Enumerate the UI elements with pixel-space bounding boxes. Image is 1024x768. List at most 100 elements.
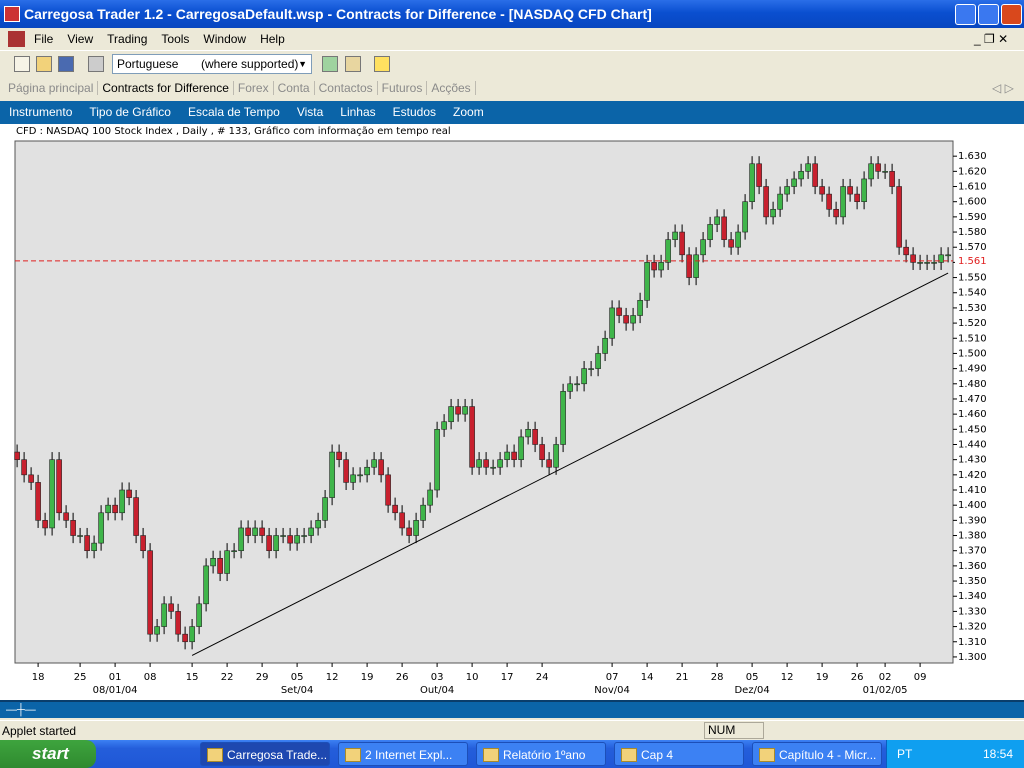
y-tick-label: 1.590 (958, 212, 987, 223)
candle-body (406, 527, 412, 536)
minimize-button[interactable] (955, 4, 976, 25)
menu-item[interactable]: Tools (161, 32, 190, 46)
candle-body (84, 535, 90, 552)
save-button[interactable] (58, 56, 74, 72)
candle-body (14, 451, 20, 460)
crosshair-tool[interactable]: —┼— (6, 704, 36, 716)
y-tick-label: 1.570 (958, 242, 987, 253)
chart-menu-item[interactable]: Instrumento (9, 105, 73, 119)
chart-menu-item[interactable]: Escala de Tempo (187, 105, 280, 119)
x-tick-label: 09 (914, 672, 927, 683)
candle-body (371, 459, 377, 468)
tab[interactable]: Página principal (4, 81, 99, 95)
mdi-controls[interactable]: _ ❐ ✕ (974, 32, 1009, 46)
language-indicator[interactable]: PT (897, 747, 913, 761)
candle-body (294, 535, 300, 544)
candle-body (896, 186, 902, 248)
trendline (191, 272, 949, 656)
candle-body (91, 542, 97, 552)
y-tick-label: 1.630 (958, 151, 987, 162)
menu-item[interactable]: Trading (107, 32, 148, 46)
refresh-button[interactable] (322, 56, 338, 72)
task-button[interactable]: Relatório 1ºano (476, 742, 606, 766)
candle-body (196, 603, 202, 627)
candle-body (630, 315, 636, 324)
close-button[interactable] (1001, 4, 1022, 25)
month-label: 01/02/05 (863, 685, 908, 696)
candle-body (140, 535, 146, 552)
candle-body (574, 383, 580, 386)
candle-body (581, 368, 587, 385)
y-tick-label: 1.540 (958, 288, 987, 299)
chart-menu-item[interactable]: Linhas (340, 105, 376, 119)
month-label: Set/04 (281, 685, 314, 696)
candle-body (161, 603, 167, 627)
menu-item[interactable]: Help (260, 32, 285, 46)
menu-item[interactable]: View (67, 32, 94, 46)
menu-item[interactable]: Window (203, 32, 247, 46)
candle-body (693, 254, 699, 278)
chart-menu-item[interactable]: Zoom (453, 105, 484, 119)
candle-body (756, 163, 762, 187)
chart-menu-item[interactable]: Tipo de Gráfico (89, 105, 171, 119)
task-button[interactable]: Capítulo 4 - Micr... (752, 742, 882, 766)
combo-arrow: ▼ (298, 59, 307, 69)
clock: 18:54 (983, 747, 1014, 761)
y-tick-label: 1.510 (958, 333, 987, 344)
y-tick-label: 1.340 (958, 591, 987, 602)
help-button[interactable] (374, 56, 390, 72)
task-button[interactable]: 2 Internet Expl... (338, 742, 468, 766)
candle-body (553, 444, 559, 468)
candle-body (609, 307, 615, 339)
candle-body (511, 451, 517, 460)
candle-body (210, 557, 216, 567)
candle-body (56, 459, 62, 514)
y-tick-label: 1.320 (958, 622, 987, 633)
x-tick-label: 19 (361, 672, 374, 683)
task-button[interactable]: Carregosa Trade... (200, 742, 330, 766)
x-tick-label: 29 (256, 672, 269, 683)
maximize-button[interactable] (978, 4, 999, 25)
candle-body (154, 626, 160, 635)
tab[interactable]: Contracts for Difference (98, 81, 234, 95)
start-button[interactable]: start (0, 740, 96, 768)
new-button[interactable] (14, 56, 30, 72)
tab[interactable]: Acções (427, 81, 476, 95)
tab[interactable]: Forex (233, 81, 274, 95)
y-tick-label: 1.370 (958, 546, 987, 557)
x-tick-label: 05 (291, 672, 304, 683)
candle-body (175, 611, 181, 635)
tab[interactable]: Contactos (314, 81, 378, 95)
y-tick-label: 1.490 (958, 364, 987, 375)
candle-body (357, 474, 363, 477)
chart-menu-item[interactable]: Vista (296, 105, 324, 119)
chart-menu-item[interactable]: Estudos (392, 105, 437, 119)
x-tick-label: 02 (879, 672, 892, 683)
y-tick-label: 1.380 (958, 531, 987, 542)
candle-body (875, 163, 881, 172)
menu-item[interactable]: File (34, 32, 54, 46)
open-button[interactable] (36, 56, 52, 72)
tab-scroll[interactable]: ◁ ▷ (992, 81, 1014, 95)
candle-body (455, 406, 461, 415)
tab[interactable]: Conta (273, 81, 315, 95)
tab[interactable]: Futuros (377, 81, 428, 95)
y-tick-label: 1.620 (958, 166, 987, 177)
candle-body (280, 535, 286, 537)
y-tick-label: 1.470 (958, 394, 987, 405)
candle-body (707, 224, 713, 240)
candle-body (560, 391, 566, 445)
candle-body (392, 504, 398, 514)
task-label: 2 Internet Expl... (365, 748, 453, 762)
home-button[interactable] (345, 56, 361, 72)
print-button[interactable] (88, 56, 104, 72)
candle-body (231, 550, 237, 553)
candle-body (819, 186, 825, 195)
candle-body (504, 451, 510, 460)
y-tick-label: 1.460 (958, 409, 987, 420)
task-button[interactable]: Cap 4 (614, 742, 744, 766)
x-tick-label: 07 (606, 672, 619, 683)
language-combo[interactable]: Portuguese (where supported) ▼ (112, 54, 312, 74)
candle-body (21, 459, 27, 476)
